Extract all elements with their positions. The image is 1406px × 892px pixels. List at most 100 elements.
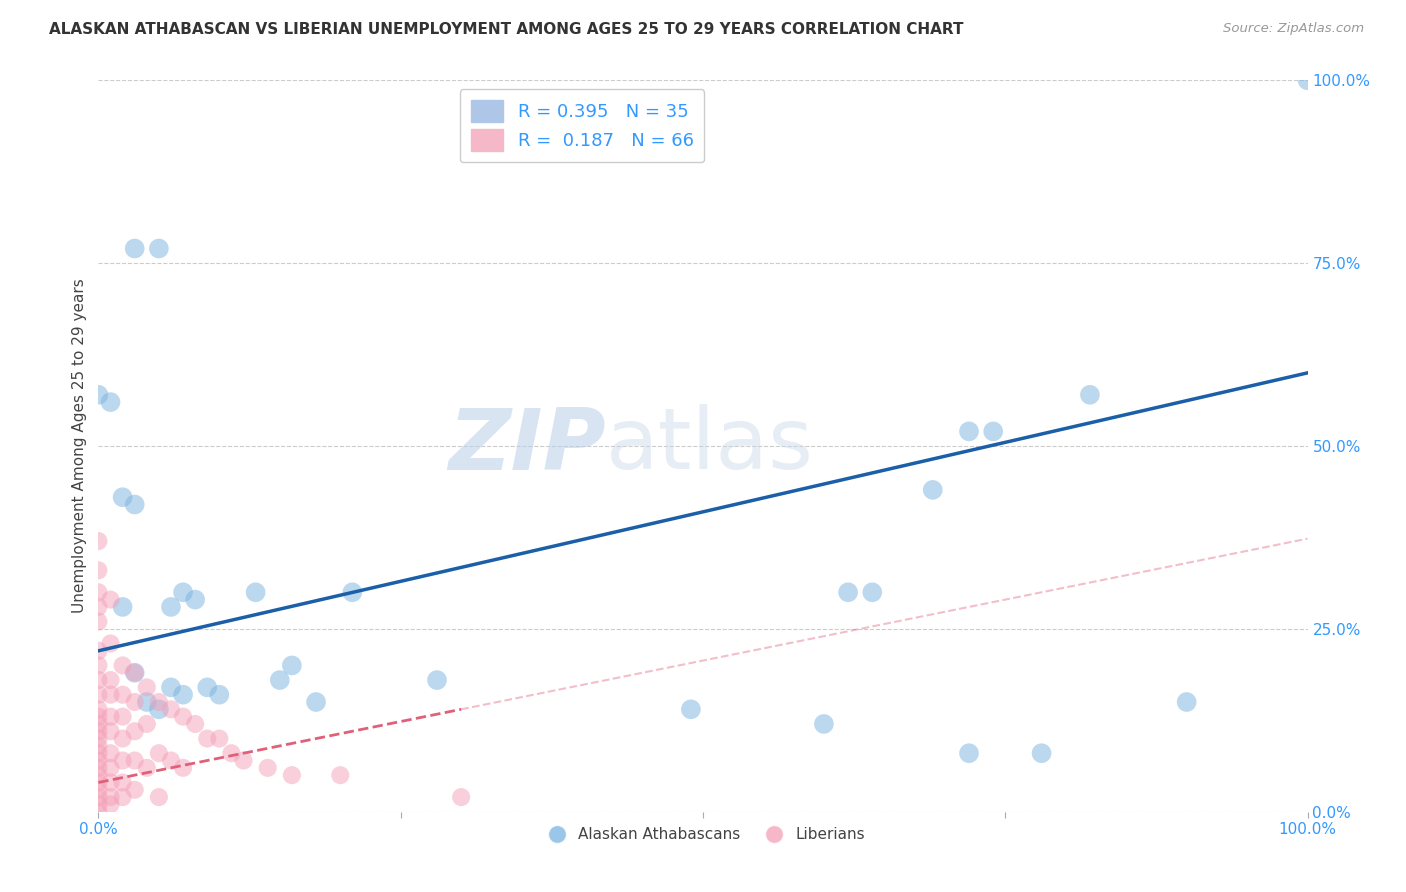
Point [111,731,134,746]
Point [111,775,134,789]
Point [124,665,146,680]
Point [269,673,291,687]
Point [195,681,218,695]
Point [111,490,134,504]
Point [87,782,110,797]
Point [87,761,110,775]
Point [135,717,157,731]
Point [87,731,110,746]
Point [329,768,352,782]
Point [87,534,110,549]
Point [100,709,122,723]
Point [172,688,194,702]
Point [124,724,146,739]
Point [87,797,110,812]
Point [195,731,218,746]
Point [813,717,835,731]
Point [160,754,183,768]
Text: Source: ZipAtlas.com: Source: ZipAtlas.com [1223,22,1364,36]
Point [184,717,207,731]
Point [87,724,110,739]
Point [111,709,134,723]
Point [184,592,207,607]
Point [245,585,267,599]
Point [111,790,134,805]
Point [87,615,110,629]
Point [87,688,110,702]
Text: ALASKAN ATHABASCAN VS LIBERIAN UNEMPLOYMENT AMONG AGES 25 TO 29 YEARS CORRELATIO: ALASKAN ATHABASCAN VS LIBERIAN UNEMPLOYM… [49,22,963,37]
Point [921,483,943,497]
Point [1296,73,1319,87]
Point [450,790,472,805]
Point [837,585,859,599]
Point [135,695,157,709]
Point [87,739,110,753]
Point [87,585,110,599]
Point [256,761,278,775]
Point [148,790,170,805]
Point [87,702,110,716]
Point [100,636,122,650]
Point [100,724,122,739]
Point [87,805,110,819]
Point [342,585,364,599]
Point [100,395,122,409]
Point [1175,695,1198,709]
Point [87,658,110,673]
Point [148,702,170,716]
Point [172,761,194,775]
Point [860,585,883,599]
Point [100,775,122,789]
Point [111,658,134,673]
Point [160,702,183,716]
Point [87,717,110,731]
Point [124,782,146,797]
Point [100,790,122,805]
Point [100,688,122,702]
Point [87,746,110,760]
Point [87,673,110,687]
Text: ZIP: ZIP [449,404,606,488]
Point [87,768,110,782]
Point [208,688,231,702]
Point [957,746,980,760]
Point [426,673,449,687]
Point [87,790,110,805]
Point [148,242,170,256]
Point [679,702,702,716]
Point [172,585,194,599]
Point [172,709,194,723]
Point [232,754,254,768]
Point [100,592,122,607]
Point [135,761,157,775]
Point [160,599,183,614]
Point [281,768,304,782]
Point [87,709,110,723]
Point [87,644,110,658]
Point [981,425,1004,439]
Point [281,658,304,673]
Point [1078,388,1101,402]
Legend: Alaskan Athabascans, Liberians: Alaskan Athabascans, Liberians [536,821,870,848]
Point [100,761,122,775]
Point [124,498,146,512]
Point [87,775,110,789]
Point [124,695,146,709]
Point [160,681,183,695]
Y-axis label: Unemployment Among Ages 25 to 29 years: Unemployment Among Ages 25 to 29 years [72,278,87,614]
Point [87,388,110,402]
Point [87,599,110,614]
Point [100,797,122,812]
Point [111,688,134,702]
Point [100,673,122,687]
Point [124,242,146,256]
Point [305,695,328,709]
Point [135,681,157,695]
Point [957,425,980,439]
Point [1031,746,1053,760]
Point [87,563,110,577]
Point [124,754,146,768]
Point [208,731,231,746]
Point [221,746,243,760]
Point [100,746,122,760]
